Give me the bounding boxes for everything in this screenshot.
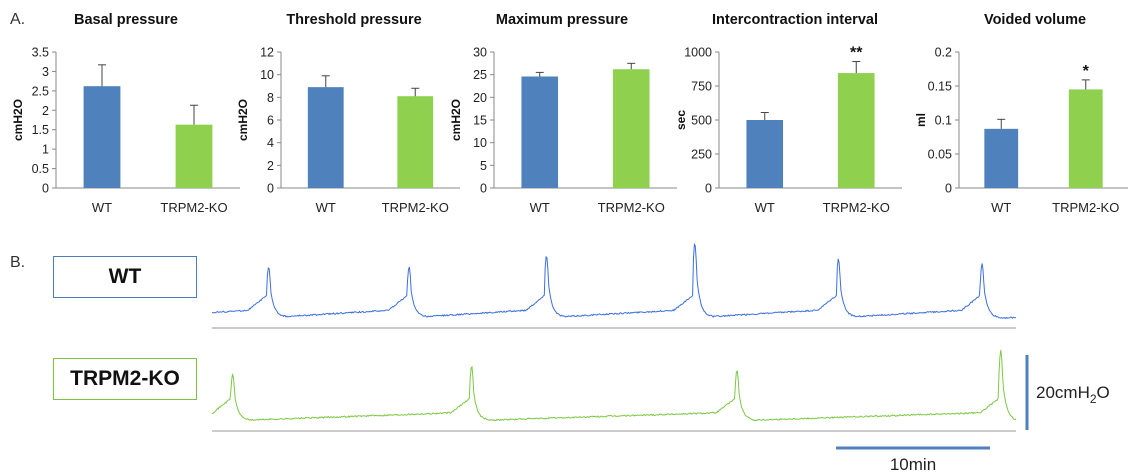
category-label: WT [92,200,112,215]
trace-line [211,242,1017,320]
y-tick-label: 8 [267,91,274,105]
y-tick-label: 1 [42,143,49,157]
y-tick-label: 0.2 [935,46,952,60]
bar [984,128,1019,188]
y-tick-label: 3.5 [32,46,49,60]
bar [307,87,344,188]
y-tick-label: 2 [42,104,49,118]
bar [1068,89,1103,188]
y-tick-label: 20 [473,91,487,105]
y-tick-label: 250 [691,148,712,162]
chart-title: Voided volume [984,12,1086,28]
category-label: WT [530,200,550,215]
panel-label-a: A. [10,11,25,28]
pressure-scale-label: 20cmH2O [1036,383,1110,406]
y-tick-label: 30 [473,46,487,60]
y-tick-label: 0 [267,182,274,196]
y-tick-label: 3 [42,65,49,79]
wt-pressure-trace [211,242,1017,329]
bar-chart-1: Basal pressure cmH2O 0 0.5 1 1.5 2 2.5 3 3.5 WT TRP… [11,12,240,215]
bar [521,76,559,188]
y-axis-label: cmH2O [236,99,250,141]
y-tick-label: 0 [945,182,952,196]
bar [83,86,121,188]
y-axis-label: cmH2O [11,99,25,141]
chart-title: Basal pressure [74,12,178,28]
y-tick-label: 10 [260,68,274,82]
y-tick-label: 0.1 [935,114,952,128]
chart-title: Threshold pressure [286,12,421,28]
y-tick-label: 0 [42,182,49,196]
y-tick-label: 2.5 [32,84,49,98]
category-label: TRPM2-KO [598,200,665,215]
bar [612,69,650,188]
category-label: WT [316,200,336,215]
significance-marker: ** [850,45,863,62]
y-tick-label: 0 [705,182,712,196]
y-tick-label: 0.15 [928,80,952,94]
y-tick-label: 500 [691,114,712,128]
category-label: WT [991,200,1011,215]
y-tick-label: 4 [267,136,274,150]
significance-marker: * [1083,63,1090,80]
time-scale-label: 10min [890,455,936,474]
category-label: TRPM2-KO [160,200,227,215]
y-tick-label: 0.05 [928,148,952,162]
y-axis-label: sec [674,110,688,130]
ko-pressure-trace [211,349,1017,432]
bar [746,120,784,188]
bar [397,96,434,188]
y-tick-label: 10 [473,136,487,150]
bar-chart-5: Voided volume ml 0 0.05 0.1 0.15 0.2 WT * TRPM2-K… [914,12,1128,215]
category-label: TRPM2-KO [823,200,890,215]
bar-chart-3: Maximum pressure cmH2O 0 5 10 15 20 25 30 WT TRPM2… [449,12,677,215]
y-tick-label: 1000 [684,46,712,60]
bar [837,73,875,188]
y-tick-label: 6 [267,114,274,128]
y-tick-label: 25 [473,68,487,82]
y-tick-label: 1.5 [32,123,49,137]
category-label: TRPM2-KO [1052,200,1119,215]
wt-trace-label: WT [53,256,197,298]
bar-chart-2: Threshold pressure cmH2O 0 2 4 6 8 10 12 WT TRPM2-… [236,12,460,215]
bar [175,124,213,188]
y-tick-label: 15 [473,114,487,128]
y-axis-label: cmH2O [449,99,463,141]
category-label: WT [755,200,775,215]
chart-title: Intercontraction interval [712,12,878,28]
y-tick-label: 750 [691,80,712,94]
y-tick-label: 0.5 [32,162,49,176]
ko-trace-label: TRPM2-KO [53,358,197,400]
y-tick-label: 0 [480,182,487,196]
y-axis-label: ml [914,113,928,127]
y-tick-label: 2 [267,159,274,173]
y-tick-label: 12 [260,46,274,60]
y-tick-label: 5 [480,159,487,173]
bar-chart-4: Intercontraction interval sec 0 250 500 750 10… [674,12,902,215]
panel-label-b: B. [10,254,25,271]
bar-charts: Basal pressure cmH2O 0 0.5 1 1.5 2 2.5 3 3.5 WT TRP… [11,12,1128,215]
category-label: TRPM2-KO [382,200,449,215]
chart-title: Maximum pressure [496,12,628,28]
trace-line [211,349,1017,422]
